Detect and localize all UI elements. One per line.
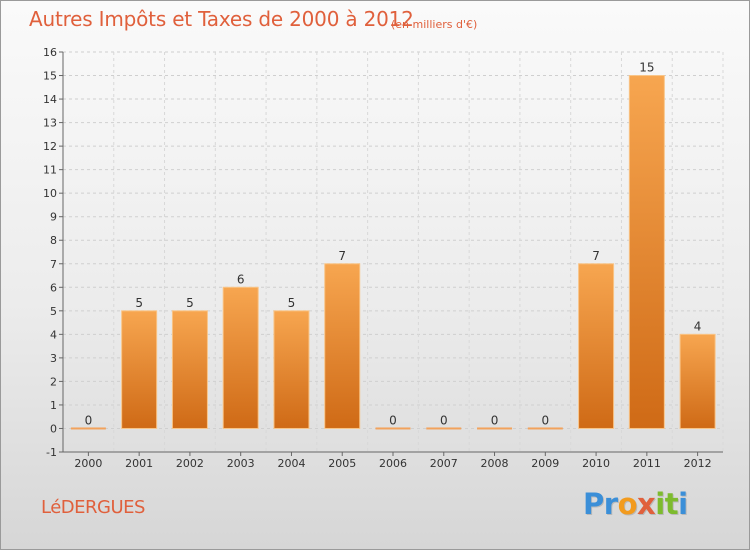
data-label: 0	[440, 413, 448, 427]
x-tick-label: 2003	[227, 457, 255, 470]
data-label: 0	[85, 413, 93, 427]
bar	[527, 427, 563, 430]
y-tick-label: 2	[50, 375, 57, 388]
bar	[426, 427, 462, 430]
x-tick-label: 2011	[633, 457, 661, 470]
bar	[273, 310, 310, 429]
proxiti-logo: Proxiti	[583, 487, 688, 521]
y-tick-label: 6	[50, 281, 57, 294]
y-tick-label: 7	[50, 258, 57, 271]
bar	[222, 286, 259, 429]
data-label: 5	[186, 296, 194, 310]
y-tick-label: -1	[46, 446, 57, 459]
bar	[375, 427, 411, 430]
data-label: 5	[135, 296, 143, 310]
data-label: 6	[237, 272, 245, 286]
chart-title: Autres Impôts et Taxes de 2000 à 2012	[29, 7, 414, 31]
y-tick-label: 12	[43, 140, 57, 153]
bar	[171, 310, 208, 429]
y-tick-label: 10	[43, 187, 57, 200]
data-label: 15	[639, 61, 654, 75]
x-tick-label: 2012	[684, 457, 712, 470]
x-tick-label: 2006	[379, 457, 407, 470]
x-tick-label: 2004	[277, 457, 305, 470]
x-tick-label: 2008	[481, 457, 509, 470]
data-label: 4	[694, 319, 702, 333]
chart-unit: (en milliers d'€)	[391, 18, 478, 31]
y-tick-label: 5	[50, 305, 57, 318]
y-tick-label: 14	[43, 93, 57, 106]
y-tick-label: 0	[50, 422, 57, 435]
logo-letter: i	[678, 487, 688, 521]
y-tick-label: 1	[50, 399, 57, 412]
data-label: 0	[491, 413, 499, 427]
logo-letter: o	[617, 487, 638, 521]
bar	[477, 427, 513, 430]
bar	[70, 427, 106, 430]
y-tick-label: 3	[50, 352, 57, 365]
data-label: 7	[338, 249, 346, 263]
data-label: 0	[541, 413, 549, 427]
y-tick-label: 11	[43, 164, 57, 177]
x-tick-label: 2001	[125, 457, 153, 470]
x-tick-label: 2009	[531, 457, 559, 470]
logo-letter: P	[583, 487, 604, 521]
bar	[324, 263, 361, 429]
logo-letter: r	[603, 487, 618, 521]
data-label: 0	[389, 413, 397, 427]
bar	[121, 310, 158, 429]
y-tick-label: 16	[43, 46, 57, 59]
bar	[679, 333, 716, 429]
logo-letter: x	[637, 487, 656, 521]
y-tick-label: 9	[50, 211, 57, 224]
y-tick-label: 13	[43, 117, 57, 130]
data-label: 7	[592, 249, 600, 263]
y-tick-label: 8	[50, 234, 57, 247]
logo-letter: i	[655, 487, 665, 521]
commune-name: LéDERGUES	[41, 497, 145, 518]
y-tick-label: 4	[50, 328, 57, 341]
x-tick-label: 2002	[176, 457, 204, 470]
y-tick-label: 15	[43, 70, 57, 83]
x-tick-label: 2000	[74, 457, 102, 470]
x-tick-label: 2007	[430, 457, 458, 470]
bar	[578, 263, 615, 429]
logo-letter: t	[664, 487, 679, 521]
data-label: 5	[288, 296, 296, 310]
x-tick-label: 2005	[328, 457, 356, 470]
bar	[628, 75, 665, 429]
x-tick-label: 2010	[582, 457, 610, 470]
